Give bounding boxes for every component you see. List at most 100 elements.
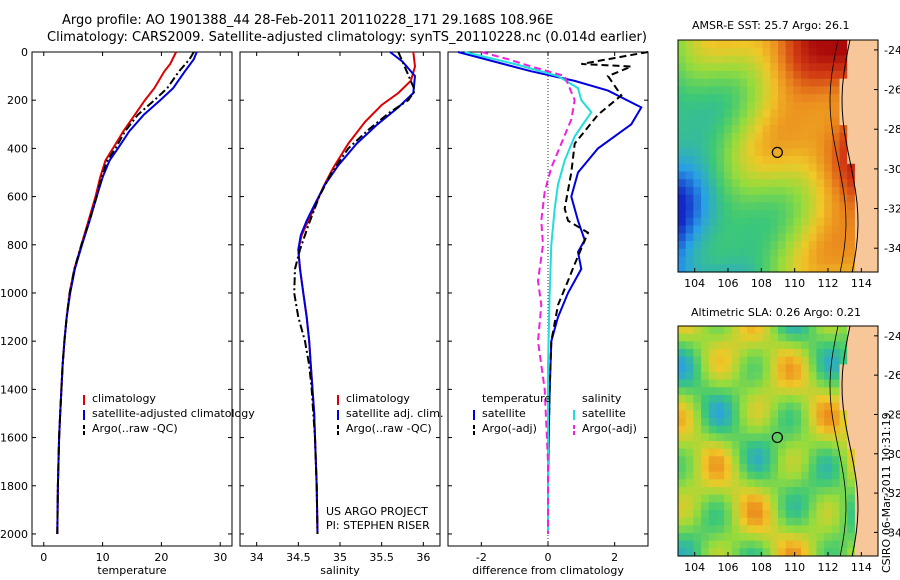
- sst-map-cell: [724, 194, 733, 203]
- sla-map-cell: [793, 402, 802, 411]
- sst-map-cell: [801, 78, 810, 87]
- sst-map-cell: [824, 78, 833, 87]
- sla-map-cell: [801, 441, 810, 450]
- sla-map-cell: [754, 502, 764, 511]
- sst-map-cell: [854, 140, 864, 149]
- sla-map-cell: [739, 410, 748, 419]
- sst-map-cell: [862, 210, 871, 219]
- sst-map-cell: [801, 210, 810, 219]
- sst-map-cell: [739, 202, 748, 211]
- sla-map-cell: [808, 356, 818, 365]
- sla-map-cell: [754, 418, 764, 427]
- sla-map-cell: [770, 487, 779, 496]
- sla-map-cell: [854, 525, 864, 534]
- series-line: [481, 51, 576, 534]
- sst-map-cell: [870, 248, 879, 258]
- sla-map-cell: [747, 502, 756, 511]
- sst-map-cell: [816, 217, 825, 227]
- sla-map-cell: [701, 410, 710, 419]
- sla-map-cell: [754, 402, 764, 411]
- sla-map-cell: [762, 448, 771, 457]
- x-tick-label: 20: [154, 551, 168, 564]
- sst-map-cell: [824, 148, 833, 157]
- sst-map-cell: [831, 264, 841, 273]
- sst-map-cell: [862, 225, 871, 234]
- sla-map-cell: [870, 356, 879, 365]
- sst-map-cell: [731, 101, 741, 111]
- sst-map-cell: [754, 225, 764, 234]
- sst-map-cell: [747, 202, 756, 211]
- sst-map-cell: [701, 94, 710, 103]
- sla-map-cell: [808, 494, 818, 503]
- sla-map-cell: [762, 479, 771, 488]
- sla-map-cell: [793, 410, 802, 419]
- sla-map-cell: [816, 494, 825, 503]
- sla-map-cell: [739, 364, 748, 373]
- sst-map-cell: [824, 179, 833, 188]
- sst-map-cell: [724, 47, 733, 57]
- sst-map-cell: [831, 233, 841, 242]
- sla-map-cell: [701, 364, 710, 373]
- sst-map-cell: [701, 179, 710, 188]
- sla-map-cell: [770, 502, 779, 511]
- sla-map-cell: [793, 525, 802, 534]
- sst-map-cell: [847, 78, 856, 87]
- sla-map-cell: [762, 517, 771, 526]
- sst-map-cell: [839, 179, 848, 188]
- sst-map-cell: [847, 264, 856, 273]
- sla-map-cell: [816, 433, 825, 442]
- sst-map-cell: [816, 233, 825, 242]
- sst-map-cell: [801, 101, 810, 111]
- sla-map-cell: [693, 487, 702, 496]
- sst-map-cell: [862, 186, 871, 196]
- sla-map-cell: [793, 333, 802, 342]
- sst-map-cell: [739, 148, 748, 157]
- sst-map-cell: [816, 117, 825, 126]
- sla-map-cell: [808, 387, 818, 396]
- sla-map-cell: [785, 433, 794, 442]
- sla-map-cell: [701, 387, 710, 396]
- sla-map-cell: [685, 402, 694, 411]
- sla-map-cell: [847, 402, 856, 411]
- sst-map-cell: [793, 194, 802, 203]
- sst-map-cell: [801, 47, 810, 57]
- sla-map-cell: [770, 418, 779, 427]
- sst-map-cell: [693, 225, 702, 234]
- sla-map-x-tick-label: 106: [718, 561, 739, 574]
- sla-map-cell: [816, 525, 825, 534]
- sst-map-cell: [839, 140, 848, 149]
- sst-map-cell: [678, 256, 687, 265]
- sst-map-cell: [839, 40, 848, 49]
- sst-map-cell: [685, 171, 694, 180]
- sla-map-cell: [685, 502, 694, 511]
- sst-map-cell: [824, 47, 833, 57]
- sla-map-cell: [762, 410, 771, 419]
- sla-map-cell: [739, 510, 748, 519]
- sst-map-cell: [693, 202, 702, 211]
- sst-map-cell: [731, 163, 741, 173]
- sst-map-cell: [731, 132, 741, 142]
- sla-map-cell: [870, 333, 879, 342]
- sst-map-cell: [716, 217, 725, 227]
- sla-map-cell: [685, 326, 694, 335]
- sla-map-cell: [693, 448, 702, 457]
- sst-map-cell: [770, 202, 779, 211]
- sst-map-cell: [724, 78, 733, 87]
- sst-map-cell: [785, 156, 794, 165]
- sst-map-cell: [701, 256, 710, 265]
- sst-map-cell: [785, 40, 794, 49]
- sst-map-cell: [831, 210, 841, 219]
- sst-map-x-tick-label: 108: [751, 277, 772, 290]
- sla-map-cell: [770, 494, 779, 503]
- sla-map-cell: [747, 533, 756, 542]
- sla-map-cell: [708, 356, 718, 365]
- sla-map-cell: [770, 441, 779, 450]
- sst-map-cell: [808, 125, 818, 134]
- sst-map-cell: [793, 55, 802, 64]
- sla-map-cell: [685, 494, 694, 503]
- sla-map-cell: [808, 517, 818, 526]
- sst-map-cell: [739, 225, 748, 234]
- sla-map-cell: [731, 517, 741, 526]
- sst-map-cell: [808, 140, 818, 149]
- sla-map-cell: [693, 341, 702, 350]
